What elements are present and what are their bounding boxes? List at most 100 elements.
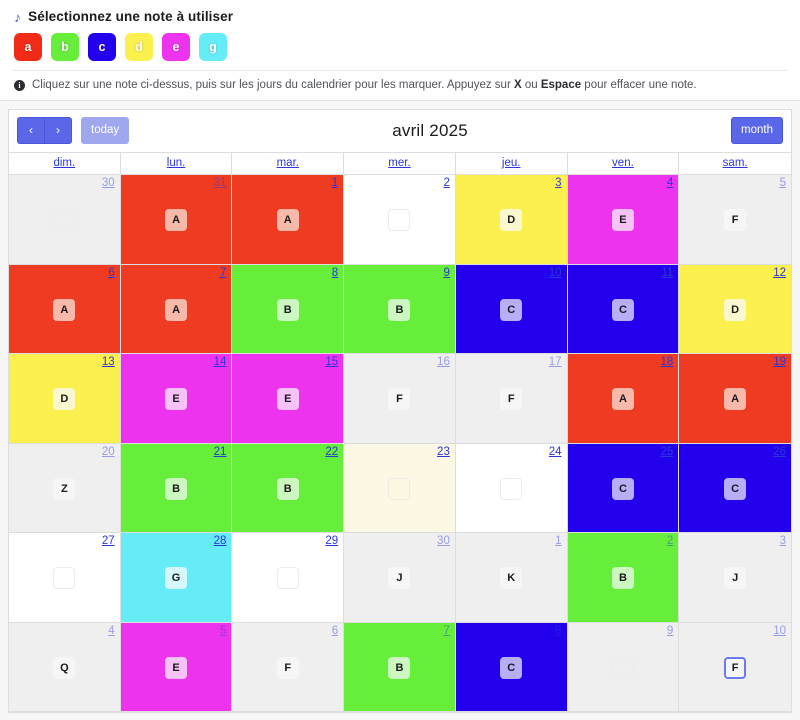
- note-button-d[interactable]: d: [125, 33, 153, 61]
- note-button-b[interactable]: b: [51, 33, 79, 61]
- day-number[interactable]: 24: [548, 445, 562, 458]
- note-badge[interactable]: E: [611, 209, 634, 232]
- day-number[interactable]: 19: [773, 356, 786, 368]
- day-number[interactable]: 13: [101, 356, 115, 368]
- day-cell[interactable]: 27: [9, 533, 121, 623]
- note-badge[interactable]: C: [611, 477, 634, 500]
- note-badge[interactable]: E: [276, 388, 299, 411]
- next-month-button[interactable]: ›: [44, 117, 72, 144]
- note-badge[interactable]: F: [724, 209, 747, 232]
- note-badge[interactable]: A: [276, 209, 299, 232]
- weekday-header-3[interactable]: mer.: [344, 153, 456, 174]
- note-badge[interactable]: D: [724, 298, 747, 321]
- day-number[interactable]: 17: [548, 356, 562, 368]
- today-button[interactable]: today: [81, 117, 130, 144]
- note-badge[interactable]: C: [500, 656, 523, 679]
- day-number[interactable]: 16: [437, 356, 450, 368]
- day-number[interactable]: 8: [331, 266, 339, 279]
- day-number[interactable]: 4: [666, 177, 674, 189]
- note-badge[interactable]: C: [500, 298, 523, 321]
- note-badge[interactable]: B: [611, 567, 634, 590]
- note-button-g[interactable]: g: [199, 33, 227, 61]
- day-cell[interactable]: 16 F: [344, 354, 456, 444]
- day-cell[interactable]: 24: [455, 443, 568, 533]
- day-number[interactable]: 10: [773, 624, 786, 637]
- note-badge[interactable]: E: [165, 656, 188, 679]
- day-number[interactable]: 9: [443, 266, 450, 279]
- day-number[interactable]: 1: [331, 177, 339, 189]
- day-cell[interactable]: 22 B: [232, 443, 345, 533]
- day-cell[interactable]: 30: [9, 175, 121, 265]
- note-badge[interactable]: F: [388, 388, 411, 411]
- day-cell[interactable]: 31 A: [120, 175, 233, 265]
- day-number[interactable]: 7: [220, 266, 227, 279]
- day-cell[interactable]: 10 C: [455, 264, 568, 354]
- day-number[interactable]: 29: [325, 535, 339, 547]
- day-cell[interactable]: 23: [344, 443, 456, 533]
- day-number[interactable]: 30: [437, 535, 450, 547]
- day-number[interactable]: 7: [443, 624, 450, 637]
- day-cell[interactable]: 2: [344, 175, 456, 265]
- day-number[interactable]: 8: [555, 624, 562, 637]
- day-cell[interactable]: 18 A: [567, 354, 680, 444]
- day-cell[interactable]: 19 A: [679, 354, 791, 444]
- note-badge[interactable]: K: [500, 567, 523, 590]
- empty-slot-placeholder[interactable]: [388, 209, 411, 232]
- day-number[interactable]: 26: [773, 445, 786, 458]
- note-badge[interactable]: A: [165, 209, 188, 232]
- note-badge[interactable]: D: [53, 388, 76, 411]
- month-view-button[interactable]: month: [731, 117, 783, 144]
- note-badge[interactable]: E: [165, 388, 188, 411]
- day-number[interactable]: 6: [108, 266, 115, 279]
- note-badge[interactable]: B: [165, 477, 188, 500]
- note-button-a[interactable]: a: [14, 33, 42, 61]
- day-cell[interactable]: 29: [232, 533, 345, 623]
- day-cell[interactable]: 17 F: [455, 354, 568, 444]
- day-number[interactable]: 3: [555, 177, 562, 189]
- day-cell[interactable]: 21 B: [120, 443, 233, 533]
- day-number[interactable]: 15: [325, 356, 339, 368]
- note-button-e[interactable]: e: [162, 33, 190, 61]
- note-badge[interactable]: C: [724, 477, 747, 500]
- note-badge[interactable]: A: [724, 388, 747, 411]
- day-number[interactable]: 22: [325, 445, 339, 458]
- day-number[interactable]: 11: [661, 266, 674, 279]
- day-cell[interactable]: 15 E: [232, 354, 345, 444]
- note-badge[interactable]: B: [276, 477, 299, 500]
- day-number[interactable]: 5: [779, 177, 786, 189]
- empty-slot-placeholder[interactable]: [53, 567, 76, 590]
- note-badge[interactable]: F: [500, 388, 523, 411]
- day-number[interactable]: 28: [213, 535, 227, 547]
- day-number[interactable]: 1: [555, 535, 562, 547]
- day-number[interactable]: 4: [108, 624, 115, 637]
- day-cell[interactable]: 13 D: [9, 354, 121, 444]
- empty-slot-placeholder[interactable]: [53, 209, 76, 232]
- note-badge[interactable]: A: [165, 298, 188, 321]
- note-badge[interactable]: A: [611, 388, 634, 411]
- weekday-header-4[interactable]: jeu.: [455, 153, 568, 174]
- day-number[interactable]: 20: [101, 445, 115, 458]
- empty-slot-placeholder[interactable]: [276, 567, 299, 590]
- day-cell[interactable]: 28 G: [120, 533, 233, 623]
- day-cell[interactable]: 30 J: [344, 533, 456, 623]
- day-cell[interactable]: 10 F: [679, 622, 791, 712]
- day-number[interactable]: 10: [548, 266, 562, 279]
- empty-slot-placeholder[interactable]: [388, 477, 411, 500]
- day-number[interactable]: 6: [331, 624, 339, 637]
- note-badge[interactable]: F: [724, 656, 747, 679]
- day-number[interactable]: 21: [213, 445, 227, 458]
- day-cell[interactable]: 14 E: [120, 354, 233, 444]
- note-badge[interactable]: C: [611, 298, 634, 321]
- note-badge[interactable]: G: [165, 567, 188, 590]
- day-number[interactable]: 27: [101, 535, 115, 547]
